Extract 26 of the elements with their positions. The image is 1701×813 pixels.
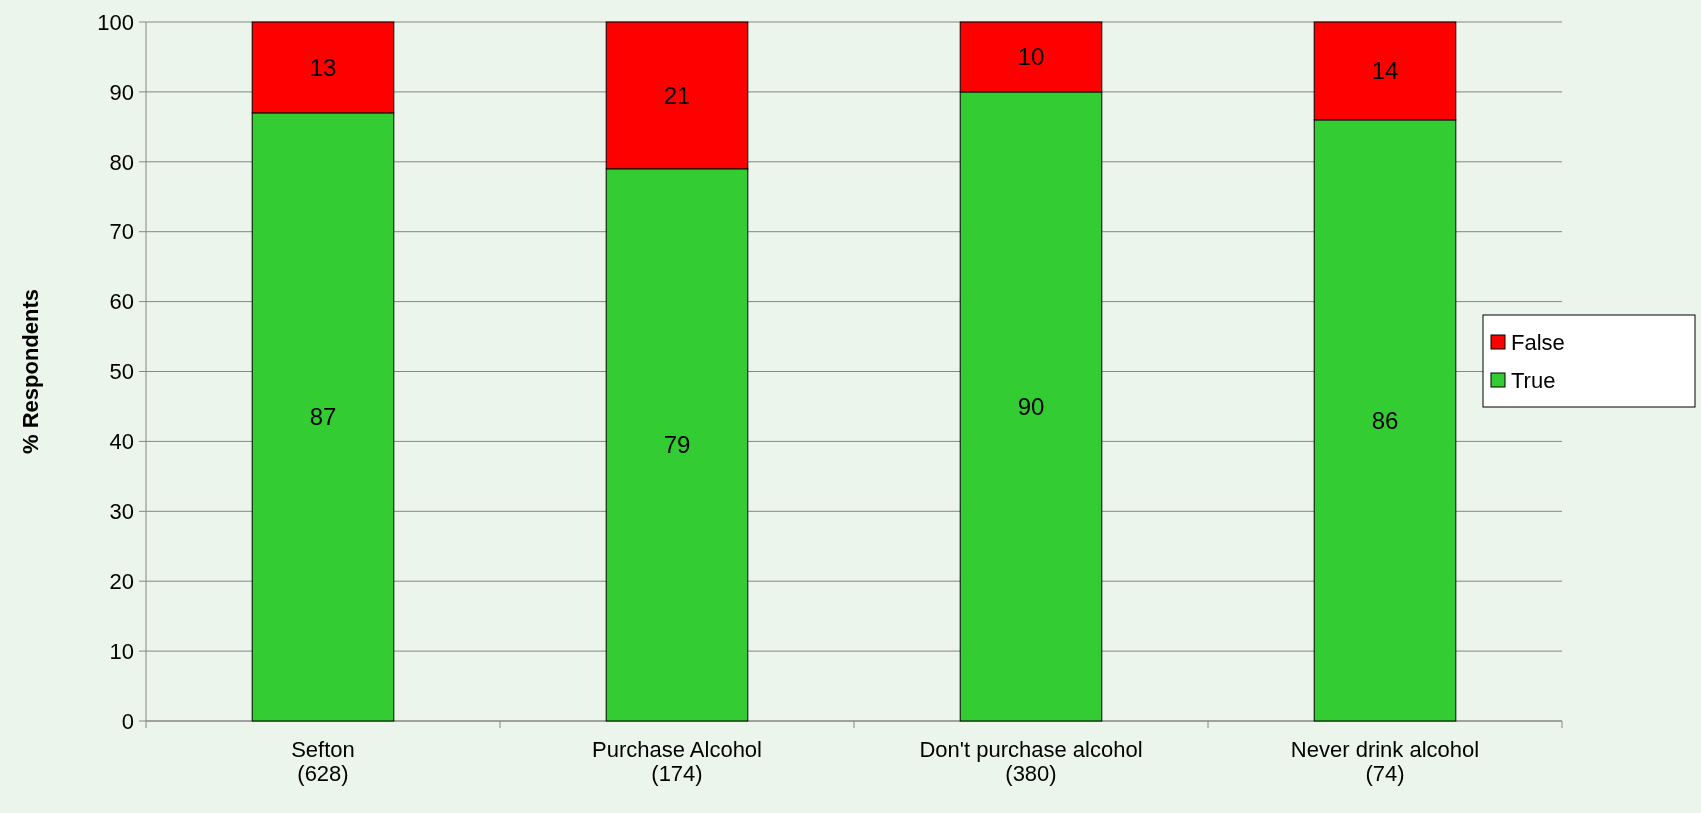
data-label: 86 bbox=[1371, 406, 1399, 434]
data-label: 87 bbox=[309, 403, 337, 431]
y-tick-label: 70 bbox=[109, 219, 134, 245]
y-tick-label: 30 bbox=[109, 499, 134, 524]
x-tick-label: Purchase Alcohol (174) bbox=[592, 737, 762, 786]
data-label: 14 bbox=[1371, 57, 1399, 85]
y-tick-label: 40 bbox=[109, 429, 134, 455]
data-label: 10 bbox=[1017, 43, 1045, 71]
legend-label: True bbox=[1511, 367, 1556, 393]
y-tick-label: 100 bbox=[97, 9, 134, 35]
y-axis-title: % Respondents bbox=[18, 288, 43, 455]
y-tick-label: 50 bbox=[109, 359, 134, 385]
data-label: 90 bbox=[1017, 392, 1045, 420]
y-tick-label: 80 bbox=[109, 149, 134, 175]
x-tick-label: Never drink alcohol (74) bbox=[1290, 737, 1480, 786]
y-tick-label: 10 bbox=[109, 638, 134, 664]
y-tick-label: 20 bbox=[109, 568, 134, 594]
y-tick-label: 0 bbox=[121, 708, 134, 734]
x-tick-label: Don't purchase alcohol (380) bbox=[919, 737, 1143, 786]
y-tick-label: 90 bbox=[109, 79, 134, 105]
data-label: 21 bbox=[663, 81, 691, 109]
y-tick-label: 60 bbox=[109, 289, 134, 315]
data-label: 79 bbox=[663, 431, 691, 459]
legend-label: False bbox=[1511, 329, 1565, 355]
x-tick-label: Sefton (628) bbox=[291, 737, 355, 786]
data-label: 13 bbox=[309, 53, 337, 81]
